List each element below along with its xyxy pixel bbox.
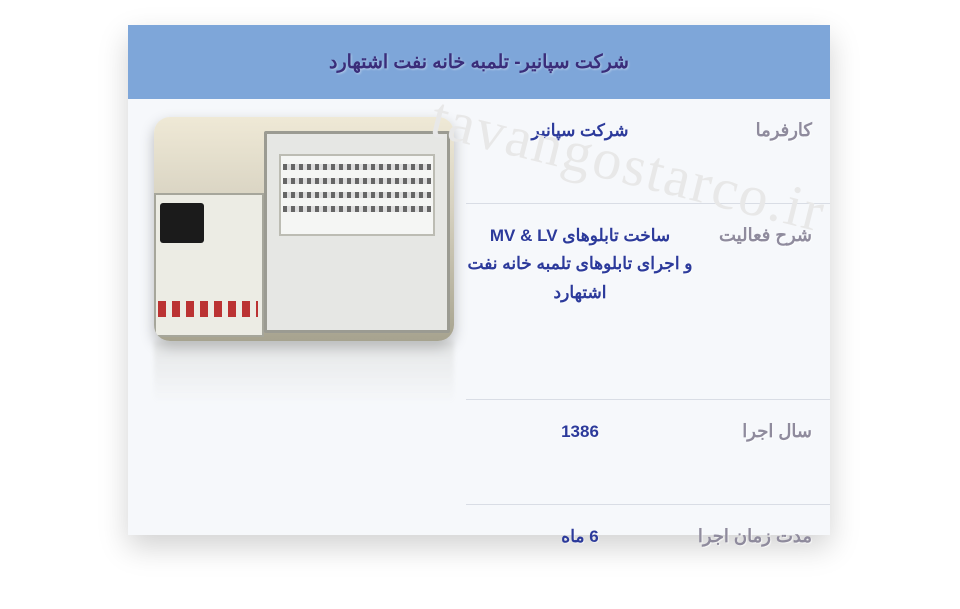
- project-photo: [154, 117, 454, 341]
- project-photo-wrap: [154, 117, 454, 411]
- photo-smallbox: [160, 203, 204, 243]
- photo-terminals: [158, 301, 258, 317]
- value-year: 1386: [466, 400, 694, 505]
- image-cell: [128, 99, 466, 609]
- value-duration: 6 ماه: [466, 505, 694, 609]
- photo-reflection: [154, 341, 454, 411]
- card-header: شرکت سپانیر- تلمبه خانه نفت اشتهارد: [128, 25, 830, 99]
- photo-panel: [264, 131, 450, 333]
- photo-cabinet: [154, 193, 264, 337]
- header-title: شرکت سپانیر- تلمبه خانه نفت اشتهارد: [329, 51, 629, 74]
- info-table: کارفرما شرکت سپانیر: [128, 99, 830, 609]
- label-client: کارفرما: [694, 99, 830, 203]
- value-client: شرکت سپانیر: [466, 99, 694, 203]
- label-activity: شرح فعالیت: [694, 203, 830, 400]
- value-activity: ساخت تابلوهای MV & LV و اجرای تابلوهای ت…: [466, 203, 694, 400]
- row-client: کارفرما شرکت سپانیر: [128, 99, 830, 203]
- label-duration: مدت زمان اجرا: [694, 505, 830, 609]
- project-card: شرکت سپانیر- تلمبه خانه نفت اشتهارد کارف…: [128, 25, 830, 535]
- label-year: سال اجرا: [694, 400, 830, 505]
